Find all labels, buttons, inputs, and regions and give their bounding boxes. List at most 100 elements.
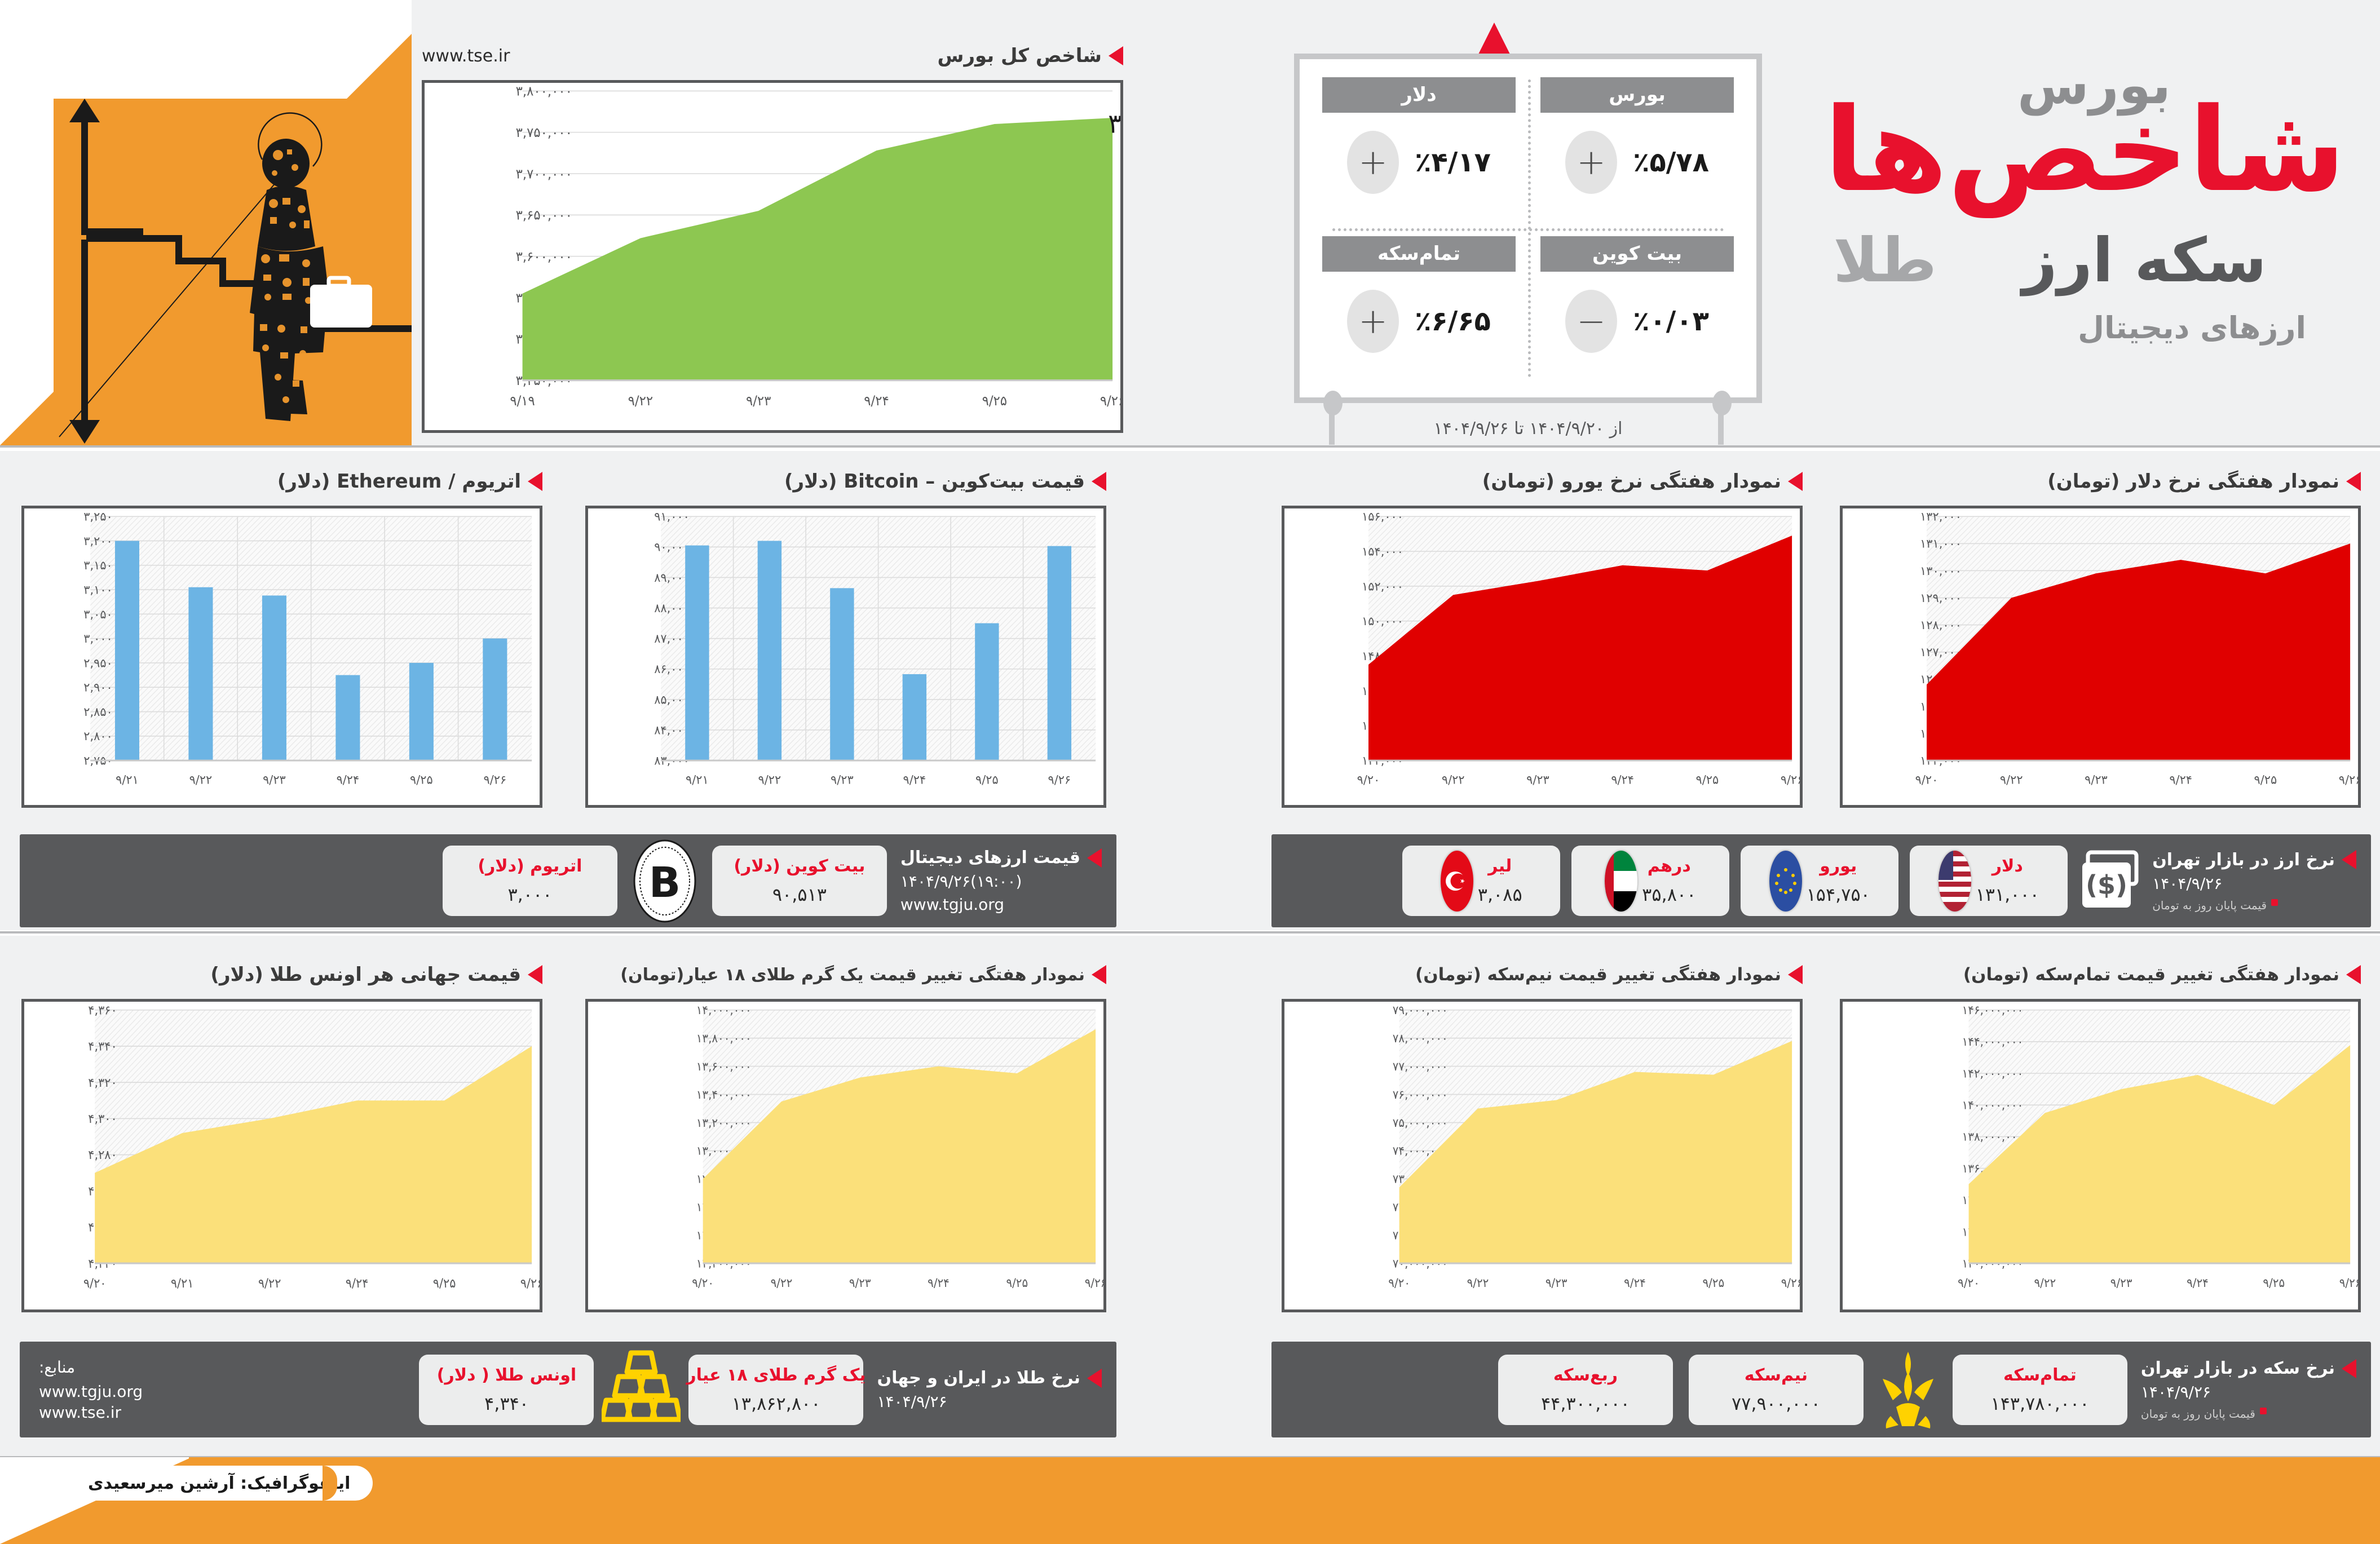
dollar-card-title: نمودار هفتگی نرخ دلار (تومان) [2047,470,2339,493]
gold-ounce-card-header: قیمت جهانی هر اونس طلا (دلار) [11,953,553,992]
svg-text:B: B [649,859,681,907]
bitcoin-card-header: قیمت بیت‌کوین – Bitcoin (دلار) [575,459,1116,499]
crypto-price-strip: قیمت ارزهای دیجیتال ۱۴۰۴/۹/۲۶(۱۹:۰۰) www… [20,834,1116,927]
svg-text:۹/۲۶: ۹/۲۶ [1781,772,1800,786]
svg-text:۱۵۲,۰۰۰: ۱۵۲,۰۰۰ [1362,579,1403,593]
svg-text:۴,۳۴۰: ۴,۳۴۰ [88,1039,117,1054]
svg-text:۹/۲۲: ۹/۲۲ [189,772,213,786]
gold-pill-value: ۴,۳۴۰ [484,1392,529,1414]
gold-pill-label: یک گرم طلای ۱۸ عیار [686,1365,866,1385]
euro-card-header: نمودار هفتگی نرخ یورو (تومان) [1271,459,1813,499]
currency-card-lira: لیر ۳,۰۸۵ [1402,846,1561,916]
coin-pill-value: ۱۴۳,۷۸۰,۰۰۰ [1990,1392,2090,1414]
summary-cell-label: تمام‌سکه [1322,236,1516,272]
svg-text:۱۵۰,۰۰۰: ۱۵۰,۰۰۰ [1362,614,1403,628]
coin-strip-title-row: نرخ سکه در بازار تهران [2141,1359,2356,1378]
main-title-block: بورس شاخص‌ها سکه ارز طلا ارزهای دیجیتال [1770,39,2357,400]
gold-strip-label: نرخ طلا در ایران و جهان ۱۴۰۴/۹/۲۶ [871,1368,1116,1411]
svg-text:۲,۹۵۰: ۲,۹۵۰ [83,656,112,670]
svg-text:۹/۲۳: ۹/۲۳ [2110,1276,2132,1290]
gold-source-tse[interactable]: www.tse.ir [39,1403,122,1422]
svg-text:۹/۲۶: ۹/۲۶ [2339,1276,2358,1290]
svg-text:۱۳,۴۰۰,۰۰۰: ۱۳,۴۰۰,۰۰۰ [696,1087,752,1101]
currency-strip-title: نرخ ارز در بازار تهران [2152,850,2335,870]
gold-source-tgju[interactable]: www.tgju.org [39,1382,143,1401]
title-sekke-arz: سکه ارز [2022,225,2267,296]
currency-card-value: ۱۵۴,۷۵۰ [1806,884,1870,905]
gold-strip-title-row: نرخ طلا در ایران و جهان [877,1368,1102,1388]
summary-cell-value: ٪۶/۶۵ [1415,305,1491,337]
svg-text:($): ($) [2086,870,2127,900]
summary-cell-full-coin: تمام‌سکه + ٪۶/۶۵ [1310,228,1528,387]
svg-text:۹/۲۶: ۹/۲۶ [520,1277,540,1291]
svg-text:۹/۲۲: ۹/۲۲ [2000,772,2023,786]
svg-text:۳,۷۶۷,۴۸۲: ۳,۷۶۷,۴۸۲ [1108,108,1120,139]
summary-cell-dollar: دلار + ٪۴/۱۷ [1310,69,1528,228]
svg-text:۹/۲۵: ۹/۲۵ [982,393,1007,408]
svg-text:۹/۲۲: ۹/۲۲ [628,393,653,408]
svg-text:۹/۲۴: ۹/۲۴ [864,393,889,408]
crypto-pill-label: اتریوم (دلار) [478,856,582,876]
currency-card-euro: یورو ۱۵۴,۷۵۰ [1741,846,1899,916]
svg-text:۹/۲۱: ۹/۲۱ [171,1277,194,1291]
svg-text:۱۳,۶۰۰,۰۰۰: ۱۳,۶۰۰,۰۰۰ [696,1059,752,1073]
note-bullet-icon [2259,1408,2267,1414]
svg-text:۹/۲۶: ۹/۲۶ [1048,772,1071,786]
svg-text:۹/۲۴: ۹/۲۴ [2169,772,2192,786]
crypto-strip-datetime: ۱۴۰۴/۹/۲۶(۱۹:۰۰) [900,872,1022,891]
svg-text:۱۴۶,۰۰۰,۰۰۰: ۱۴۶,۰۰۰,۰۰۰ [1962,1003,2024,1017]
svg-text:۱۲۸,۰۰۰: ۱۲۸,۰۰۰ [1920,618,1962,632]
title-marker-icon [1109,46,1123,65]
dollar-chart-card: نمودار هفتگی نرخ دلار (تومان) ۱۲۳,۰۰۰۱۲۴… [1830,459,2371,820]
svg-text:۹/۲۲: ۹/۲۲ [771,1276,793,1290]
title-marker-icon [1092,965,1106,984]
coin-pill-label: ربع‌سکه [1553,1365,1618,1385]
title-marker-icon [1087,1368,1102,1388]
gold-strip-title: نرخ طلا در ایران و جهان [877,1368,1080,1388]
svg-text:۷۸,۰۰۰,۰۰۰: ۷۸,۰۰۰,۰۰۰ [1393,1031,1448,1045]
tse-card-title: شاخص کل بورس [937,45,1102,67]
band-separator-1 [0,445,2380,448]
summary-leg-left [1329,409,1335,445]
gold-18k-chart-box: ۱۲,۲۰۰,۰۰۰۱۲,۴۰۰,۰۰۰۱۲,۶۰۰,۰۰۰۱۲,۸۰۰,۰۰۰… [585,999,1106,1312]
svg-text:۹/۲۴: ۹/۲۴ [2187,1276,2209,1290]
summary-horizontal-divider [1332,228,1724,231]
gold-price-strip: نرخ طلا در ایران و جهان ۱۴۰۴/۹/۲۶ یک گرم… [20,1342,1116,1437]
svg-text:۲,۸۵۰: ۲,۸۵۰ [83,705,112,719]
businessman-stairs-illustration [59,99,412,444]
title-tala: طلا [1833,225,1937,296]
svg-text:۹/۲۵: ۹/۲۵ [410,772,433,786]
svg-text:۹/۲۳: ۹/۲۳ [1526,772,1549,786]
svg-text:۹/۲۵: ۹/۲۵ [1006,1276,1028,1290]
dollar-chart-box: ۱۲۳,۰۰۰۱۲۴,۰۰۰۱۲۵,۰۰۰۱۲۶,۰۰۰۱۲۷,۰۰۰۱۲۸,۰… [1840,506,2361,808]
gold-strip-date: ۱۴۰۴/۹/۲۶ [877,1392,947,1411]
crypto-strip-title-row: قیمت ارزهای دیجیتال [900,848,1102,868]
svg-text:۹/۲۰: ۹/۲۰ [1958,1276,1980,1290]
currency-card-label: درهم [1647,856,1691,876]
coin-price-strip: نرخ سکه در بازار تهران ۱۴۰۴/۹/۲۶ قیمت پا… [1271,1342,2371,1437]
svg-text:۳,۲۵۰: ۳,۲۵۰ [83,509,112,523]
svg-text:۱۳,۸۰۰,۰۰۰: ۱۳,۸۰۰,۰۰۰ [696,1031,752,1045]
svg-text:۱۳,۲۰۰,۰۰۰: ۱۳,۲۰۰,۰۰۰ [696,1116,752,1130]
title-marker-icon [2342,850,2356,869]
note-bullet-icon [2271,899,2279,906]
title-marker-icon [2346,965,2361,984]
coin-pill-value: ۴۴,۳۰۰,۰۰۰ [1540,1392,1630,1414]
svg-text:۹/۲۴: ۹/۲۴ [903,772,926,786]
svg-text:۲,۸۰۰: ۲,۸۰۰ [83,729,112,743]
summary-leg-right [1718,409,1724,445]
svg-text:۹/۲۶: ۹/۲۶ [1781,1276,1800,1290]
title-marker-icon [1087,848,1102,868]
summary-cell-body: − ٪۰/۰۳ [1540,289,1734,353]
svg-text:۹/۲۵: ۹/۲۵ [2263,1276,2285,1290]
crypto-strip-url[interactable]: www.tgju.org [900,895,1005,914]
svg-text:۳,۸۰۰,۰۰۰: ۳,۸۰۰,۰۰۰ [516,83,572,99]
svg-text:۹/۲۵: ۹/۲۵ [433,1277,456,1291]
summary-cell-body: + ٪۴/۱۷ [1322,130,1516,194]
summary-cell-value: ٪۴/۱۷ [1415,146,1491,178]
credit-text: اینفوگرافیک: آرشین میرسعیدی [88,1473,351,1493]
svg-text:۹/۱۹: ۹/۱۹ [510,393,535,408]
full-coin-card-title: نمودار هفتگی تغییر قیمت تمام‌سکه (تومان) [1963,965,2339,985]
half-coin-chart-card: نمودار هفتگی تغییر قیمت نیم‌سکه (تومان) … [1271,953,1813,1325]
svg-text:۹/۲۴: ۹/۲۴ [346,1277,369,1291]
